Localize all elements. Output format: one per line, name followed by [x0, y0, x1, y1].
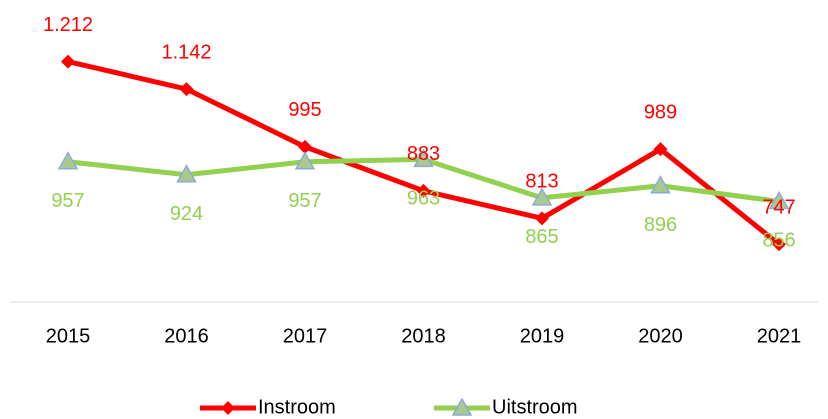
marker	[57, 151, 79, 170]
data-label: 957	[288, 190, 321, 212]
data-label: 924	[170, 203, 203, 225]
data-label: 995	[288, 99, 321, 121]
marker	[413, 148, 434, 168]
x-tick-label: 2018	[401, 325, 446, 347]
x-tick-label: 2021	[757, 325, 802, 347]
marker	[416, 183, 431, 198]
marker	[653, 142, 668, 157]
marker	[294, 151, 316, 170]
data-label: 813	[525, 171, 558, 193]
marker	[650, 175, 671, 194]
data-label: 896	[644, 214, 677, 236]
x-tick-label: 2020	[638, 325, 683, 347]
data-label: 989	[644, 101, 677, 123]
marker	[531, 187, 553, 206]
data-label: 1.212	[43, 14, 93, 36]
marker	[176, 164, 197, 183]
data-label: 957	[51, 190, 84, 212]
marker	[179, 82, 194, 97]
data-label: 747	[762, 197, 795, 219]
x-tick-label: 2015	[46, 325, 91, 347]
data-label: 883	[407, 143, 440, 165]
marker	[298, 139, 312, 154]
marker	[451, 397, 473, 416]
x-tick-label: 2017	[283, 325, 328, 347]
marker	[768, 190, 790, 210]
x-tick-label: 2016	[164, 325, 209, 347]
marker	[772, 237, 786, 252]
data-label: 1.142	[161, 41, 211, 63]
legend-label: Instroom	[258, 396, 336, 418]
marker	[221, 401, 235, 415]
data-label: 865	[525, 226, 558, 248]
x-tick-label: 2019	[520, 325, 565, 347]
data-label: 963	[407, 188, 440, 210]
data-label: 856	[762, 230, 795, 252]
legend-label: Uitstroom	[492, 396, 578, 418]
marker	[61, 54, 75, 69]
marker	[535, 211, 549, 226]
